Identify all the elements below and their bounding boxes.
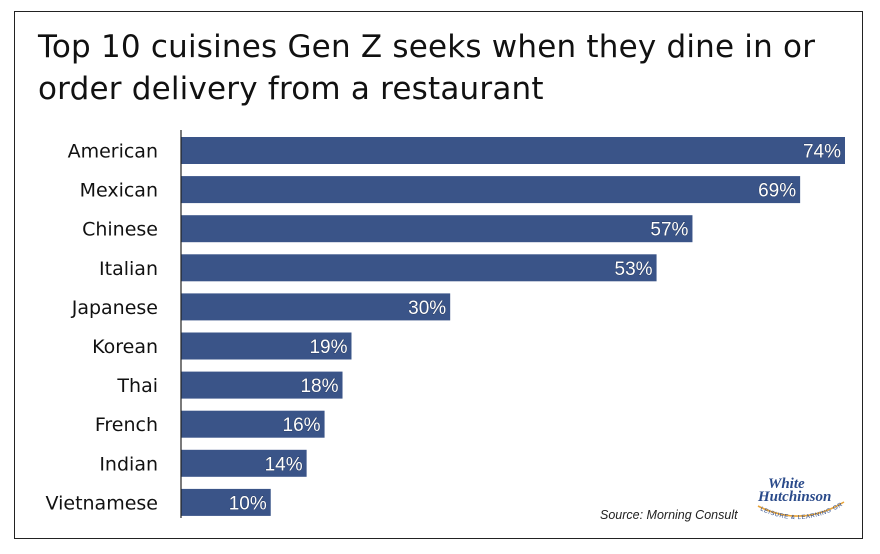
value-label-american: 74% <box>803 142 841 163</box>
category-label-korean: Korean <box>92 336 158 358</box>
logo-tagline: LEISURE & LEARNING GROUP <box>756 476 844 521</box>
value-label-chinese: 57% <box>650 220 688 241</box>
bar-american <box>181 137 845 164</box>
value-label-italian: 53% <box>615 259 653 280</box>
bar-thai <box>181 371 343 399</box>
value-label-mexican: 69% <box>758 181 796 202</box>
bar-french <box>181 410 325 438</box>
logo-swoosh-icon: LEISURE & LEARNING GROUP <box>756 476 845 521</box>
bar-mexican <box>181 176 801 204</box>
category-label-italian: Italian <box>99 258 158 280</box>
category-label-japanese: Japanese <box>71 297 158 319</box>
bar-italian <box>181 254 657 282</box>
value-label-vietnamese: 10% <box>229 493 267 514</box>
svg-text:LEISURE & LEARNING GROUP: LEISURE & LEARNING GROUP <box>756 476 844 521</box>
bars-group <box>181 137 845 516</box>
bar-indian <box>181 449 307 477</box>
bar-japanese <box>181 293 451 321</box>
logo-line-1: White <box>768 476 805 492</box>
value-label-french: 16% <box>283 415 321 436</box>
value-label-japanese: 30% <box>408 298 446 319</box>
source-note: Source: Morning Consult <box>600 508 738 522</box>
category-label-french: French <box>95 414 158 436</box>
value-label-korean: 19% <box>309 337 347 358</box>
category-label-indian: Indian <box>99 453 158 475</box>
bar-chinese <box>181 215 693 243</box>
category-label-chinese: Chinese <box>82 219 158 241</box>
chart-title: Top 10 cuisines Gen Z seeks when they di… <box>38 29 816 107</box>
bar-korean <box>181 332 352 360</box>
category-label-vietnamese: Vietnamese <box>46 492 158 514</box>
category-label-thai: Thai <box>116 375 158 397</box>
value-label-thai: 18% <box>300 376 338 397</box>
bar-vietnamese <box>181 488 271 516</box>
logo-line-2: Hutchinson <box>758 489 832 505</box>
category-labels-group: American Mexican Chinese Italian Japanese Kor… <box>46 141 158 515</box>
value-label-indian: 14% <box>265 454 303 475</box>
category-label-american: American <box>68 141 158 163</box>
white-hutchinson-logo: White Hutchinson LEISURE & LEARNING GROU… <box>756 476 846 526</box>
category-label-mexican: Mexican <box>80 180 158 202</box>
value-labels-group: 74% 69% 57% 53% 30% 19% 18% 16% 14% 10% <box>228 141 841 515</box>
